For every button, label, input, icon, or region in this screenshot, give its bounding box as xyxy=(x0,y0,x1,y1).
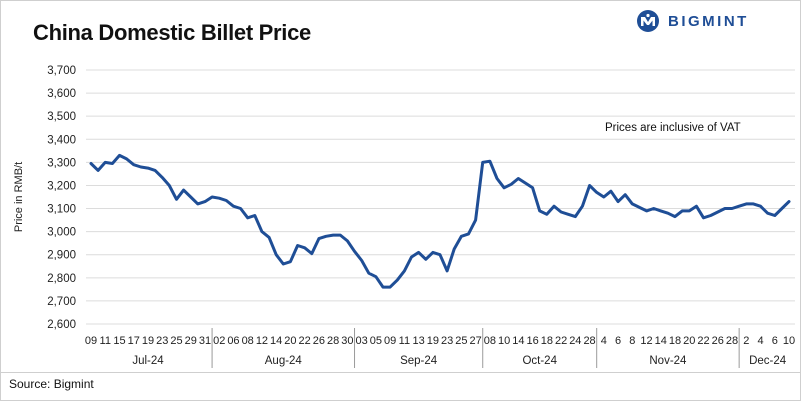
month-label: Dec-24 xyxy=(749,355,787,367)
x-tick-label: 10 xyxy=(783,335,795,347)
x-tick-label: 6 xyxy=(615,335,621,347)
y-tick-label: 3,000 xyxy=(47,227,76,239)
month-label: Nov-24 xyxy=(649,355,687,367)
y-tick-label: 3,600 xyxy=(47,88,76,100)
series-line-group xyxy=(89,153,791,289)
x-tick-label: 13 xyxy=(413,335,425,347)
x-tick-label: 30 xyxy=(341,335,353,347)
x-tick-label: 16 xyxy=(526,335,538,347)
x-tick-label: 14 xyxy=(270,335,282,347)
x-tick-label: 03 xyxy=(356,335,368,347)
x-tick-label: 12 xyxy=(256,335,268,347)
x-tick-label: 18 xyxy=(669,335,681,347)
price-series-line xyxy=(89,153,791,289)
x-tick-label: 14 xyxy=(655,335,667,347)
x-tick-label: 20 xyxy=(683,335,695,347)
x-tick-label: 14 xyxy=(512,335,524,347)
y-tick-label: 3,300 xyxy=(47,157,76,169)
x-tick-label: 25 xyxy=(455,335,467,347)
x-tick-label: 8 xyxy=(629,335,635,347)
x-tick-label: 11 xyxy=(100,335,111,347)
month-label: Oct-24 xyxy=(522,355,557,367)
y-tick-label: 2,700 xyxy=(47,296,76,308)
y-tick-label: 2,900 xyxy=(47,250,76,262)
x-tick-label: 17 xyxy=(128,335,140,347)
x-tick-label: 22 xyxy=(555,335,567,347)
logo-wordmark: BIGMINT xyxy=(668,12,749,30)
y-tick-label: 2,600 xyxy=(47,319,76,331)
x-tick-label: 19 xyxy=(427,335,439,347)
x-tick-label: 18 xyxy=(541,335,553,347)
x-tick-label: 27 xyxy=(469,335,481,347)
y-tick-label: 3,700 xyxy=(47,65,76,77)
y-tick-label: 3,100 xyxy=(47,204,76,216)
y-axis-label: Price in RMB/t xyxy=(13,162,25,232)
x-tick-label: 10 xyxy=(498,335,510,347)
x-tick-label: 28 xyxy=(327,335,339,347)
x-tick-label: 20 xyxy=(284,335,296,347)
y-tick-label: 3,500 xyxy=(47,111,76,123)
bigmint-logo-icon xyxy=(637,10,659,32)
brand-logo: BIGMINT xyxy=(636,9,749,33)
chart-title: China Domestic Billet Price xyxy=(33,20,311,45)
y-tick-label: 3,200 xyxy=(47,180,76,192)
x-tick-label: 28 xyxy=(583,335,595,347)
x-tick-label: 23 xyxy=(156,335,168,347)
x-tick-label: 4 xyxy=(601,335,607,347)
x-tick-label: 05 xyxy=(370,335,382,347)
x-tick-label: 25 xyxy=(170,335,182,347)
month-label: Aug-24 xyxy=(265,355,303,367)
x-tick-label: 4 xyxy=(757,335,763,347)
x-tick-label: 29 xyxy=(185,335,197,347)
x-tick-label: 11 xyxy=(399,335,410,347)
x-tick-label: 23 xyxy=(441,335,453,347)
x-tick-label: 22 xyxy=(697,335,709,347)
x-tick-labels: 09 11 15 17 19 23 25 29 31 02 06 08 12 14 20 22 26 28 30 03… xyxy=(85,335,795,347)
month-label: Jul-24 xyxy=(132,355,164,367)
y-tick-labels: 2,600 2,700 2,800 2,900 3,000 3,100 3,200 3,300… xyxy=(47,65,76,331)
x-tick-label: 26 xyxy=(712,335,724,347)
line-chart: 2,600 2,700 2,800 2,900 3,000 3,100 3,200 3,300… xyxy=(13,65,795,368)
x-tick-label: 02 xyxy=(213,335,225,347)
x-tick-label: 24 xyxy=(569,335,581,347)
x-tick-label: 28 xyxy=(726,335,738,347)
x-tick-label: 09 xyxy=(85,335,97,347)
x-tick-label: 08 xyxy=(484,335,496,347)
x-tick-label: 22 xyxy=(299,335,311,347)
x-tick-label: 15 xyxy=(113,335,125,347)
x-tick-label: 09 xyxy=(384,335,396,347)
x-tick-label: 26 xyxy=(313,335,325,347)
footer-divider xyxy=(0,372,801,373)
x-tick-label: 12 xyxy=(640,335,652,347)
y-tick-label: 3,400 xyxy=(47,134,76,146)
month-label: Sep-24 xyxy=(400,355,438,367)
x-tick-label: 31 xyxy=(199,335,211,347)
x-tick-label: 6 xyxy=(772,335,778,347)
y-tick-label: 2,800 xyxy=(47,273,76,285)
x-tick-label: 2 xyxy=(743,335,749,347)
source-note: Source: Bigmint xyxy=(9,377,94,391)
x-tick-label: 19 xyxy=(142,335,154,347)
vat-annotation: Prices are inclusive of VAT xyxy=(605,122,741,134)
month-labels: Jul-24 Aug-24 Sep-24 Oct-24 Nov-24 Dec-24 xyxy=(132,328,787,368)
x-tick-label: 08 xyxy=(242,335,254,347)
x-tick-label: 06 xyxy=(227,335,239,347)
